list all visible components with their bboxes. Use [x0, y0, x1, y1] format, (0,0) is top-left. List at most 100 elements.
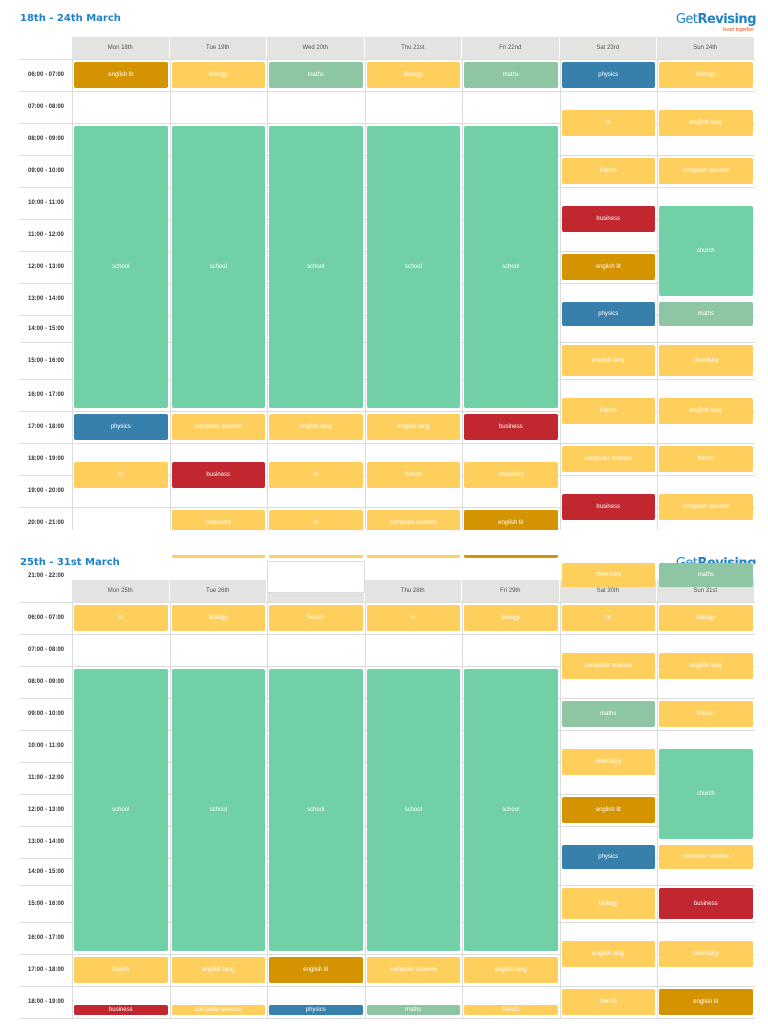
- time-label: 08:00 - 09:00: [27, 136, 65, 142]
- event-computer-science[interactable]: computer science: [659, 845, 753, 869]
- event-computer-science[interactable]: computer science: [561, 653, 655, 679]
- brand-logo: GetRevising learn together: [666, 11, 757, 33]
- event-french[interactable]: french: [74, 957, 168, 983]
- event-school[interactable]: school: [464, 126, 558, 408]
- event-school[interactable]: school: [366, 126, 460, 408]
- event-physics[interactable]: physics: [561, 845, 655, 869]
- event-maths[interactable]: maths: [561, 701, 655, 727]
- event-school[interactable]: school: [171, 126, 265, 408]
- row-divider: [20, 507, 755, 508]
- event-english-lit[interactable]: english lit: [561, 797, 655, 823]
- event-rs[interactable]: rs: [74, 605, 168, 631]
- event-computer-science[interactable]: computer science: [366, 957, 460, 983]
- event-english-lang[interactable]: english lang: [269, 414, 363, 440]
- event-school[interactable]: school: [366, 669, 460, 951]
- event-business[interactable]: business: [561, 206, 655, 232]
- event-computer-science[interactable]: computer science: [659, 494, 753, 520]
- event-english-lang[interactable]: english lang: [659, 110, 753, 136]
- event-business[interactable]: business: [464, 414, 558, 440]
- day-header: Mon 25th: [72, 580, 170, 602]
- event-church[interactable]: church: [659, 206, 753, 296]
- event-english-lang[interactable]: english lang: [561, 345, 655, 376]
- event-french[interactable]: french: [659, 701, 753, 727]
- event-fragment: [366, 555, 460, 558]
- col-divider: [559, 59, 561, 530]
- event-biology[interactable]: biology: [366, 62, 460, 88]
- event-business[interactable]: business: [171, 462, 265, 488]
- event-school[interactable]: school: [269, 126, 363, 408]
- event-french[interactable]: french: [269, 605, 363, 631]
- event-physics[interactable]: physics: [561, 302, 655, 326]
- row-divider: [20, 634, 755, 635]
- event-business[interactable]: business: [74, 1005, 168, 1015]
- brand-get-2: Get: [676, 556, 698, 564]
- event-maths[interactable]: maths: [464, 62, 558, 88]
- event-school[interactable]: school: [269, 669, 363, 951]
- event-english-lang[interactable]: english lang: [171, 957, 265, 983]
- event-biology[interactable]: biology: [659, 62, 753, 88]
- event-physics[interactable]: physics: [561, 62, 655, 88]
- event-chemistry[interactable]: chemistry: [171, 510, 265, 530]
- event-biology[interactable]: biology: [464, 605, 558, 631]
- event-english-lit[interactable]: english lit: [561, 254, 655, 280]
- event-chemistry[interactable]: chemistry: [659, 941, 753, 967]
- event-english-lang[interactable]: english lang: [464, 957, 558, 983]
- event-rs[interactable]: rs: [366, 605, 460, 631]
- event-biology[interactable]: biology: [171, 62, 265, 88]
- event-rs[interactable]: rs: [269, 510, 363, 530]
- event-business[interactable]: business: [561, 494, 655, 520]
- event-french[interactable]: french: [366, 462, 460, 488]
- col-divider: [559, 602, 561, 1018]
- event-english-lang[interactable]: english lang: [561, 941, 655, 967]
- event-biology[interactable]: biology: [561, 888, 655, 919]
- event-chemistry[interactable]: chemistry: [659, 345, 753, 376]
- week2-title: 25th - 31st March: [20, 557, 120, 568]
- event-maths[interactable]: maths: [659, 563, 753, 587]
- event-english-lit[interactable]: english lit: [269, 957, 363, 983]
- event-chemistry[interactable]: chemistry: [561, 749, 655, 775]
- time-label: 14:00 - 15:00: [27, 868, 65, 875]
- event-computer-science[interactable]: computer science: [366, 510, 460, 530]
- event-rs[interactable]: rs: [269, 462, 363, 488]
- col-divider: [754, 59, 755, 530]
- event-computer-science[interactable]: computer science: [659, 158, 753, 184]
- event-school[interactable]: school: [171, 669, 265, 951]
- event-chemistry[interactable]: chemistry: [464, 462, 558, 488]
- event-english-lit[interactable]: english lit: [74, 62, 168, 88]
- event-english-lit[interactable]: english lit: [464, 510, 558, 530]
- event-physics[interactable]: physics: [74, 414, 168, 440]
- event-school[interactable]: school: [464, 669, 558, 951]
- event-computer-science[interactable]: computer science: [171, 1005, 265, 1015]
- event-french[interactable]: french: [659, 446, 753, 472]
- event-school[interactable]: school: [74, 126, 168, 408]
- brand-revising-2: Revising: [697, 556, 756, 564]
- event-biology[interactable]: biology: [171, 605, 265, 631]
- event-computer-science[interactable]: computer science: [561, 446, 655, 472]
- event-french[interactable]: french: [561, 158, 655, 184]
- event-french[interactable]: french: [561, 989, 655, 1015]
- event-computer-science[interactable]: computer science: [171, 414, 265, 440]
- time-label: 17:00 - 18:00: [27, 424, 65, 430]
- event-english-lang[interactable]: english lang: [366, 414, 460, 440]
- event-english-lang[interactable]: english lang: [659, 398, 753, 424]
- row-divider: [20, 59, 755, 60]
- event-french[interactable]: french: [561, 398, 655, 424]
- event-english-lit[interactable]: english lit: [659, 989, 753, 1015]
- event-church[interactable]: church: [659, 749, 753, 839]
- time-label: 18:00 - 19:00: [27, 999, 65, 1005]
- event-french[interactable]: french: [464, 1005, 558, 1015]
- event-rs[interactable]: rs: [561, 110, 655, 136]
- event-rs[interactable]: rs: [561, 605, 655, 631]
- event-english-lang[interactable]: english lang: [659, 653, 753, 679]
- event-chemistry[interactable]: chemistry: [561, 563, 655, 587]
- event-maths[interactable]: maths: [659, 302, 753, 326]
- event-business[interactable]: business: [659, 888, 753, 919]
- day-header: Thu 28th: [364, 580, 462, 602]
- event-school[interactable]: school: [74, 669, 168, 951]
- event-biology[interactable]: biology: [659, 605, 753, 631]
- event-maths[interactable]: maths: [366, 1005, 460, 1015]
- event-rs[interactable]: rs: [74, 462, 168, 488]
- event-physics[interactable]: physics: [269, 1005, 363, 1015]
- event-maths[interactable]: maths: [269, 62, 363, 88]
